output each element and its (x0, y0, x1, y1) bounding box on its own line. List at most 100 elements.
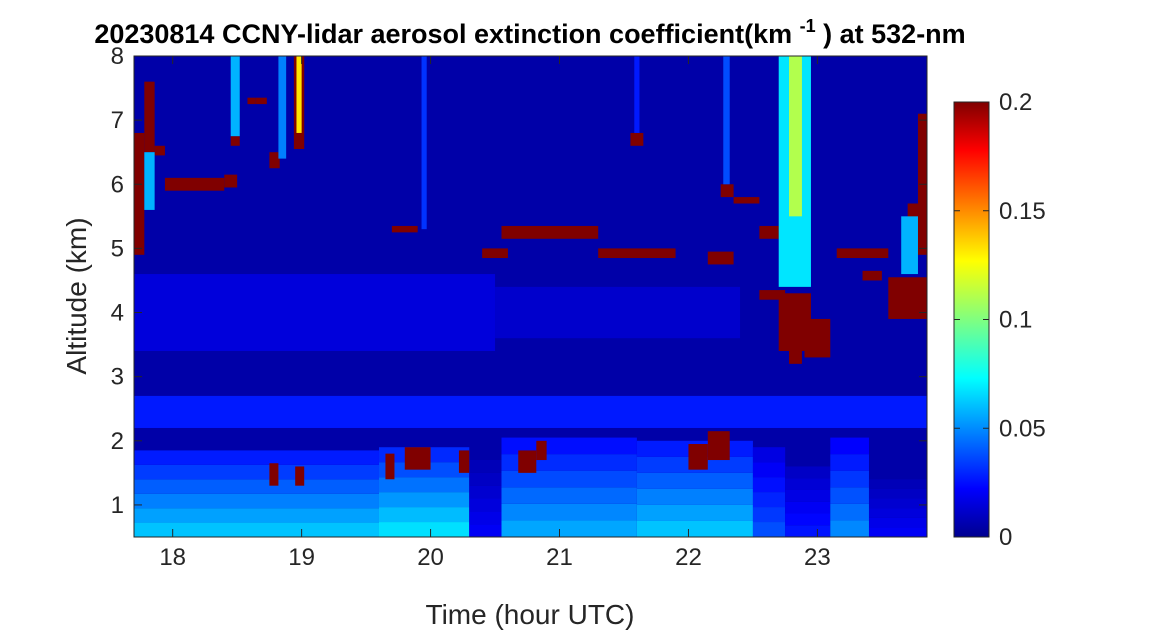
colorbar-tick-label: 0.05 (999, 415, 1046, 442)
heatmap-cell (868, 498, 927, 509)
x-tick-label: 20 (417, 544, 444, 571)
y-tick-label: 6 (111, 171, 124, 198)
heatmap-cloud-low (518, 450, 537, 473)
heatmap-cloud-low (385, 453, 395, 480)
heatmap-cloud-high (707, 251, 734, 265)
heatmap-cloud-high (134, 132, 145, 255)
heatmap-cell (868, 479, 927, 489)
y-tick-label: 1 (111, 492, 124, 519)
heatmap-cell (785, 513, 831, 526)
heatmap-cell (830, 503, 869, 521)
heatmap-cloud-high (255, 97, 267, 105)
y-tick-label: 3 (111, 364, 124, 391)
y-tick-label: 4 (111, 300, 124, 327)
heatmap-cell (469, 511, 502, 525)
title-text: CCNY-lidar aerosol extinction coefficien… (222, 19, 792, 49)
heatmap-cell (636, 504, 753, 521)
heatmap-cell (134, 522, 379, 537)
heatmap-cell (752, 477, 786, 493)
heatmap-cell (134, 479, 379, 494)
heatmap-cell (785, 478, 831, 490)
heatmap-cell (378, 492, 470, 508)
heatmap-cell (469, 524, 502, 537)
heatmap-cell (752, 447, 786, 463)
heatmap-cloud-high (224, 174, 238, 188)
x-axis-ticks: 18 19 20 21 22 23 (159, 56, 831, 571)
heatmap-cell (469, 472, 502, 486)
heatmap-cloud-low (688, 444, 708, 470)
colorbar-ticks: 0 0.05 0.1 0.15 0.2 (954, 89, 1046, 551)
y-axis-label: Altitude (km) (61, 217, 92, 374)
plot-area (134, 56, 927, 537)
heatmap-cloud-high (482, 248, 508, 259)
heatmap-cell (469, 460, 502, 473)
heatmap-thin-cirrus (789, 56, 802, 217)
heatmap-cloud-high (733, 197, 760, 204)
heatmap-thin-cirrus (901, 216, 918, 275)
x-tick-label: 21 (546, 544, 573, 571)
y-tick-label: 2 (111, 428, 124, 455)
heatmap-cloud-low (295, 466, 305, 486)
heatmap-cell (501, 520, 637, 537)
heatmap-cloud-high (836, 248, 889, 259)
heatmap-cell (785, 501, 831, 514)
y-tick-label: 5 (111, 235, 124, 262)
heatmap-cloud-low (707, 431, 730, 461)
heatmap-cloud-low (458, 450, 470, 473)
heatmap-cloud-high (154, 145, 165, 156)
heatmap-cell (752, 492, 786, 508)
heatmap-cell (830, 470, 869, 488)
heatmap-cell (501, 503, 637, 521)
title-text-end: ) at 532-nm (823, 19, 966, 49)
heatmap-cell (830, 520, 869, 537)
heatmap-cell (830, 454, 869, 471)
heatmap-cloud-high (230, 136, 240, 146)
heatmap-cell (868, 517, 927, 528)
heatmap-lofted-aerosol (495, 286, 741, 339)
heatmap-cell (501, 437, 637, 455)
heatmap-cloud-high (501, 225, 599, 239)
plot-frame (133, 55, 928, 538)
heatmap-cell (785, 489, 831, 502)
heatmap-thin-cirrus (230, 56, 240, 137)
heatmap-cloud-low (404, 447, 431, 470)
x-tick-label: 22 (675, 544, 702, 571)
x-tick-label: 18 (159, 544, 186, 571)
heatmap-cell (469, 485, 502, 499)
heatmap-cell (501, 487, 637, 504)
heatmap-cell (134, 508, 379, 523)
heatmap-cell (636, 520, 753, 537)
colorbar-tick-label: 0.1 (999, 307, 1032, 334)
heatmap-lofted-aerosol (134, 274, 496, 352)
x-tick-label: 19 (288, 544, 315, 571)
heatmap-cloud-high (164, 177, 225, 191)
heatmap-cloud-high (630, 132, 644, 146)
heatmap-thin-cirrus (421, 56, 427, 230)
heatmap-thin-cirrus (278, 56, 287, 159)
heatmap-cell (868, 527, 927, 537)
heatmap-cloud-high (391, 225, 418, 233)
heatmap-thin-cirrus (634, 56, 640, 133)
heatmap-cell (134, 450, 379, 465)
heatmap-cloud-high (789, 338, 802, 364)
heatmap-cell (752, 522, 786, 537)
heatmap-cloud-high (888, 277, 927, 319)
heatmap-cell (378, 522, 470, 537)
heatmap-cell (830, 487, 869, 504)
heatmap-cell (469, 498, 502, 512)
heatmap-cloud-high (759, 225, 779, 239)
heatmap-cell (752, 462, 786, 478)
y-tick-label: 7 (111, 107, 124, 134)
heatmap-cell (868, 508, 927, 518)
title-superscript: -1 (800, 16, 816, 36)
heatmap-cell (785, 466, 831, 479)
heatmap-cloud-high (296, 56, 302, 133)
heatmap-cloud-low (269, 463, 279, 486)
heatmap-cloud-high (247, 97, 256, 105)
colorbar-tick-label: 0 (999, 524, 1012, 551)
heatmap-cell (752, 507, 786, 523)
heatmap-cell (785, 525, 831, 537)
heatmap-residual-layer (134, 395, 927, 428)
